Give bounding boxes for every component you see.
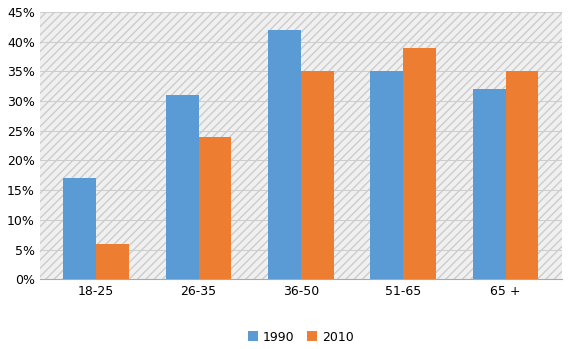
Bar: [473, 89, 506, 279]
Bar: [370, 71, 403, 279]
Bar: [166, 95, 199, 279]
Legend: 1990, 2010: 1990, 2010: [243, 326, 359, 349]
Bar: [301, 71, 333, 279]
Bar: [40, 12, 562, 279]
Bar: [403, 47, 436, 279]
Bar: [268, 30, 301, 279]
Bar: [199, 137, 231, 279]
Bar: [506, 71, 538, 279]
Bar: [63, 178, 96, 279]
Bar: [96, 244, 129, 279]
